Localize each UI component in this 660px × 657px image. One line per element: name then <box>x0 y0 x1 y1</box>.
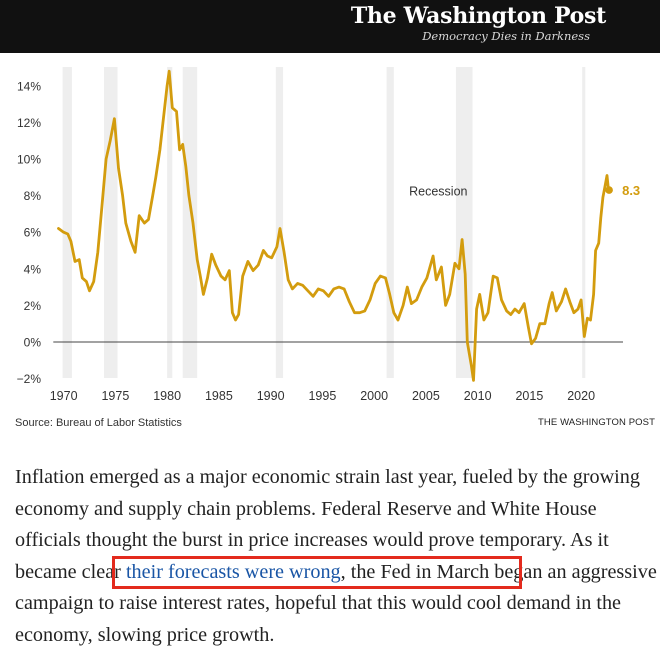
x-tick-label: 2015 <box>515 389 543 403</box>
masthead: The Washington Post Democracy Dies in Da… <box>0 0 660 53</box>
y-tick-label: 12% <box>17 116 41 130</box>
y-tick-label: 4% <box>24 262 42 276</box>
recession-label: Recession <box>409 185 467 199</box>
inflation-line-chart: −2% 0% 2% 4% 6% 8% 10% 12% 14% 1970 1975 1980 1985 19… <box>17 67 640 403</box>
x-tick-label: 1980 <box>153 389 181 403</box>
latest-value-dot <box>605 186 613 194</box>
x-tick-label: 2020 <box>567 389 595 403</box>
recession-band <box>167 67 173 378</box>
masthead-tagline: Democracy Dies in Darkness <box>422 29 590 43</box>
chart-credit: THE WASHINGTON POST <box>538 417 655 428</box>
x-tick-label: 1995 <box>308 389 336 403</box>
y-tick-label: 8% <box>24 189 42 203</box>
recession-band <box>275 67 284 378</box>
x-tick-label: 2005 <box>412 389 440 403</box>
article-paragraph: Inflation emerged as a major economic st… <box>15 462 660 651</box>
recession-band <box>386 67 394 378</box>
article-text-before: Inflation emerged as a major economic st… <box>15 466 640 551</box>
recession-band <box>582 67 586 378</box>
x-tick-label: 1990 <box>257 389 285 403</box>
y-tick-label: 14% <box>17 79 41 93</box>
recession-band <box>455 67 473 378</box>
y-tick-label: −2% <box>17 372 42 386</box>
x-tick-label: 1985 <box>205 389 233 403</box>
highlighted-comma: , <box>340 560 346 583</box>
y-tick-label: 2% <box>24 299 42 313</box>
y-tick-label: 0% <box>24 336 42 350</box>
latest-value-label: 8.3 <box>622 183 640 198</box>
y-tick-label: 6% <box>24 226 42 240</box>
x-tick-label: 1970 <box>50 389 78 403</box>
highlighted-sentence-start: As it became clear <box>15 529 609 583</box>
recession-band <box>104 67 118 378</box>
x-tick-label: 1975 <box>101 389 129 403</box>
washington-post-logo[interactable]: The Washington Post <box>350 3 606 29</box>
recession-band <box>62 67 72 378</box>
x-tick-label: 2010 <box>464 389 492 403</box>
chart-source: Source: Bureau of Labor Statistics <box>15 417 182 429</box>
article-text-after: the Fed in March began an aggressive cam… <box>15 560 657 646</box>
recession-band <box>182 67 198 378</box>
inflation-series-line <box>57 69 611 382</box>
x-tick-label: 2000 <box>360 389 388 403</box>
forecasts-wrong-link[interactable]: their forecasts were wrong <box>125 560 341 583</box>
y-tick-label: 10% <box>17 153 41 167</box>
